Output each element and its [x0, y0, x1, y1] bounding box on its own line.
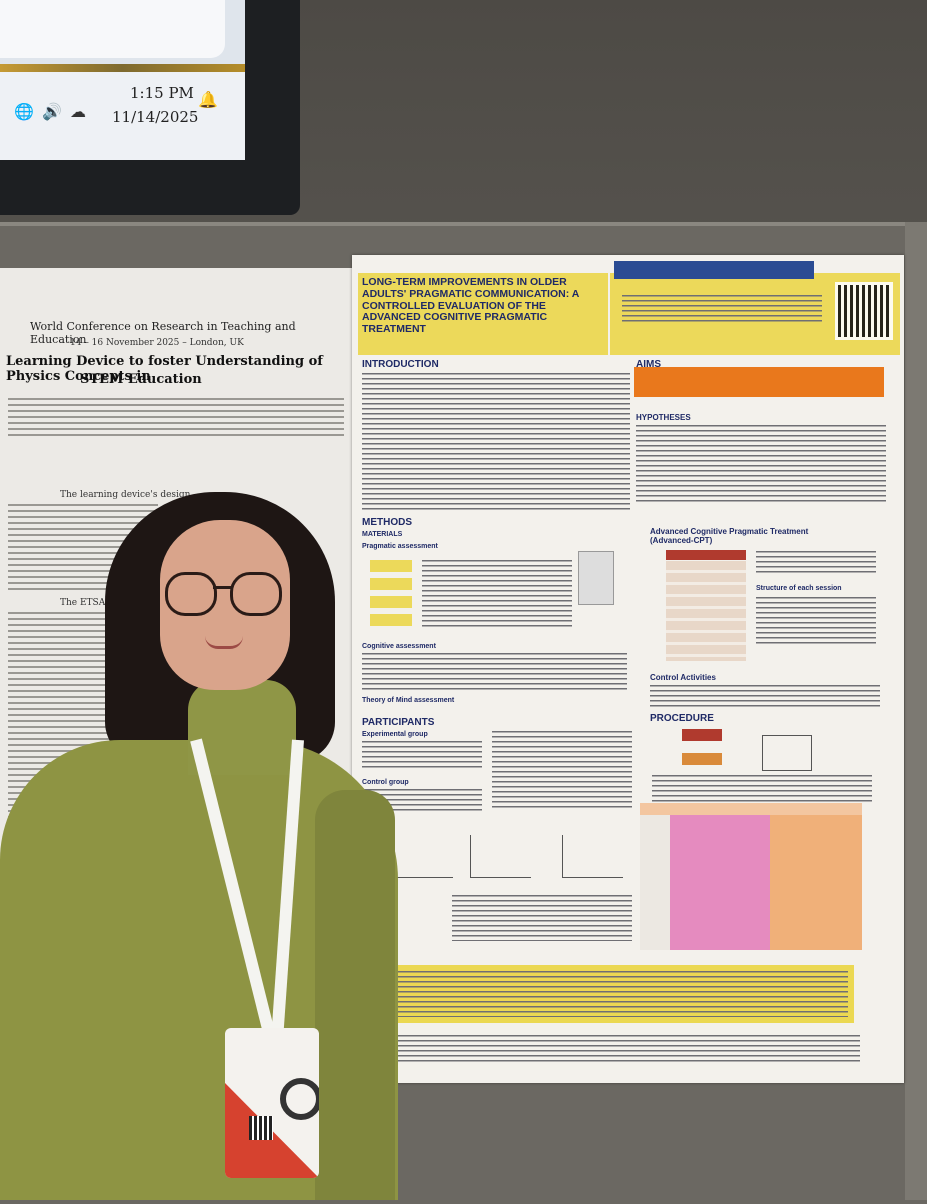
globe-icon[interactable]: 🌐 [14, 104, 34, 121]
references-text [380, 1035, 860, 1065]
name-badge [225, 1028, 319, 1178]
taskbar [0, 72, 245, 160]
materials-heading: MATERIALS [362, 531, 403, 538]
results-table-control [770, 815, 862, 950]
session-info [756, 551, 876, 573]
glasses-lens-left [165, 572, 217, 616]
results-plot [562, 835, 623, 878]
clock-time[interactable]: 1:15 PM [130, 84, 194, 102]
training-box [682, 729, 722, 741]
criteria-text [492, 731, 632, 811]
abstract-text [8, 398, 344, 438]
experimental-group: Experimental group [362, 731, 428, 738]
no-training-box [762, 735, 812, 771]
treatment-heading: Advanced Cognitive Pragmatic Treatment (… [650, 527, 809, 545]
bell-icon[interactable]: 🔔 [198, 92, 218, 109]
poster-title-line1: Learning Device to foster Understanding … [6, 354, 323, 384]
results-plot [470, 835, 531, 878]
intro-heading: INTRODUCTION [362, 359, 439, 370]
scale-descriptions [422, 560, 572, 630]
right-poster: LONG-TERM IMPROVEMENTS IN OLDER ADULTS' … [352, 255, 904, 1083]
network-icon[interactable]: ☁ [70, 104, 86, 121]
test-booklet-image [578, 551, 614, 605]
section-heading: The learning device's design [60, 490, 191, 500]
glasses-bridge [213, 586, 233, 589]
aims-heading: AIMS [636, 359, 661, 370]
table-row-labels [640, 815, 670, 950]
control-activities-heading: Control Activities [650, 673, 716, 682]
intro-text [362, 373, 630, 513]
glasses-lens-right [230, 572, 282, 616]
control-activities-text [650, 685, 880, 707]
board-frame [905, 222, 927, 1200]
smile [205, 636, 243, 649]
monitor-screen: 🌐 🔊 ☁ 1:15 PM 11/14/2025 🔔 [0, 0, 245, 160]
methods-heading: METHODS [362, 517, 412, 528]
results-table-experimental [670, 815, 770, 950]
contents-header [666, 550, 746, 560]
scale-labels [370, 560, 412, 630]
conference-name: World Conference on Research in Teaching… [30, 320, 296, 346]
results-plot [392, 835, 453, 878]
clock-date[interactable]: 11/14/2025 [112, 108, 199, 126]
contents-list [666, 561, 746, 661]
hypotheses-heading: HYPOTHESES [636, 413, 691, 422]
tom-assessment: Theory of Mind assessment [362, 697, 455, 704]
badge-logo-icon [280, 1078, 319, 1120]
pragmatic-assessment: Pragmatic assessment [362, 543, 438, 550]
title-box [358, 273, 608, 355]
poster-title: LONG-TERM IMPROVEMENTS IN OLDER ADULTS' … [362, 276, 579, 335]
cognitive-text [362, 653, 627, 693]
training-box [682, 753, 722, 765]
procedure-heading: PROCEDURE [650, 713, 714, 724]
cognitive-assessment: Cognitive assessment [362, 643, 436, 650]
author-affiliations [622, 295, 822, 325]
sweater-arm [315, 790, 395, 1200]
conclusions-text [380, 971, 848, 1017]
badge-qr-code [249, 1116, 273, 1140]
procedure-labels [652, 775, 872, 803]
table-header [640, 803, 862, 815]
aims-box [634, 367, 884, 397]
speaker-icon[interactable]: 🔊 [42, 104, 62, 121]
structure-list [756, 597, 876, 647]
experimental-text [362, 741, 482, 771]
desktop-strip [0, 64, 245, 72]
structure-heading: Structure of each session [756, 585, 842, 592]
logo-strip [614, 261, 814, 279]
control-group: Control group [362, 779, 409, 786]
qr-code [835, 282, 893, 340]
window [0, 0, 225, 58]
conference-dates: 14 – 16 November 2025 – London, UK [70, 338, 244, 348]
results-text [452, 895, 632, 941]
monitor: 🌐 🔊 ☁ 1:15 PM 11/14/2025 🔔 [0, 0, 300, 215]
poster-title-line2: STEM Education [80, 372, 202, 387]
participants-heading: PARTICIPANTS [362, 717, 435, 728]
hypotheses-text [636, 425, 886, 505]
